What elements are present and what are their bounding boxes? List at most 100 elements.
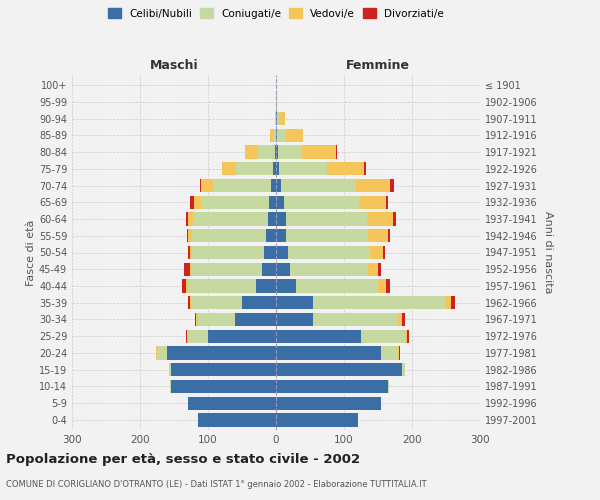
Bar (364, 162, 366, 175)
Bar (188, 229, 191, 242)
Bar (190, 246, 193, 259)
Bar (276, 262, 290, 276)
Bar (278, 146, 302, 158)
Bar (186, 330, 187, 343)
Bar (187, 330, 188, 343)
Bar (200, 179, 213, 192)
Bar (313, 313, 398, 326)
Bar (198, 313, 235, 326)
Bar (382, 346, 398, 360)
Bar (276, 95, 277, 108)
Text: Maschi: Maschi (149, 58, 199, 71)
Bar (170, 380, 276, 393)
Bar (276, 229, 286, 242)
Bar (276, 179, 281, 192)
Bar (188, 280, 256, 292)
Bar (191, 296, 242, 310)
Bar (370, 246, 383, 259)
Bar (276, 346, 382, 360)
Bar (190, 296, 191, 310)
Bar (359, 196, 386, 209)
Bar (186, 280, 188, 292)
Bar (276, 146, 278, 158)
Bar (368, 229, 388, 242)
Bar (368, 262, 378, 276)
Bar (236, 162, 273, 175)
Bar (198, 414, 276, 426)
Bar (288, 246, 370, 259)
Bar (235, 313, 276, 326)
Bar (213, 179, 271, 192)
Bar (280, 112, 285, 125)
Bar (273, 162, 276, 175)
Bar (195, 313, 196, 326)
Bar (446, 296, 451, 310)
Bar (313, 296, 446, 310)
Bar (398, 346, 399, 360)
Bar (388, 380, 389, 393)
Bar (187, 229, 188, 242)
Bar (393, 212, 397, 226)
Bar (275, 112, 276, 125)
Bar (266, 229, 276, 242)
Bar (296, 280, 378, 292)
Bar (383, 246, 385, 259)
Bar (286, 128, 302, 142)
Bar (402, 363, 405, 376)
Bar (245, 146, 257, 158)
Legend: Celibi/Nubili, Coniugati/e, Vedovi/e, Divorziati/e: Celibi/Nubili, Coniugati/e, Vedovi/e, Di… (105, 5, 447, 21)
Bar (270, 128, 273, 142)
Bar (188, 212, 193, 226)
Bar (276, 280, 296, 292)
Bar (185, 212, 188, 226)
Bar (155, 346, 157, 360)
Bar (390, 179, 394, 192)
Bar (169, 363, 170, 376)
Bar (188, 330, 208, 343)
Bar (190, 196, 194, 209)
Bar (356, 179, 390, 192)
Bar (378, 280, 386, 292)
Bar (201, 196, 269, 209)
Bar (361, 330, 405, 343)
Bar (276, 212, 286, 226)
Bar (277, 128, 286, 142)
Bar (276, 313, 313, 326)
Bar (276, 363, 402, 376)
Bar (284, 196, 359, 209)
Bar (208, 330, 276, 343)
Bar (388, 229, 390, 242)
Bar (276, 330, 361, 343)
Bar (302, 146, 336, 158)
Bar (276, 296, 313, 310)
Bar (276, 246, 288, 259)
Bar (262, 262, 276, 276)
Bar (191, 262, 262, 276)
Bar (276, 396, 382, 410)
Bar (242, 296, 276, 310)
Bar (281, 179, 356, 192)
Bar (286, 212, 367, 226)
Bar (196, 313, 198, 326)
Bar (327, 162, 364, 175)
Bar (264, 246, 276, 259)
Bar (378, 262, 381, 276)
Bar (276, 128, 277, 142)
Bar (188, 246, 190, 259)
Bar (276, 112, 277, 125)
Text: COMUNE DI CORIGLIANO D'OTRANTO (LE) - Dati ISTAT 1° gennaio 2002 - Elaborazione : COMUNE DI CORIGLIANO D'OTRANTO (LE) - Da… (6, 480, 427, 489)
Bar (386, 280, 389, 292)
Bar (367, 212, 393, 226)
Bar (280, 162, 327, 175)
Y-axis label: Fasce di età: Fasce di età (26, 220, 36, 286)
Bar (399, 346, 400, 360)
Bar (277, 112, 280, 125)
Y-axis label: Anni di nascita: Anni di nascita (543, 211, 553, 294)
Bar (276, 196, 284, 209)
Bar (451, 296, 455, 310)
Bar (275, 146, 276, 158)
Bar (405, 330, 407, 343)
Bar (190, 262, 191, 276)
Bar (402, 313, 404, 326)
Bar (386, 196, 388, 209)
